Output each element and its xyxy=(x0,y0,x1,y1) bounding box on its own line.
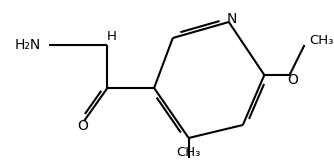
Text: O: O xyxy=(287,73,298,87)
Text: CH₃: CH₃ xyxy=(176,146,201,158)
Text: H: H xyxy=(107,30,117,44)
Text: O: O xyxy=(77,119,88,133)
Text: N: N xyxy=(226,12,237,26)
Text: H₂N: H₂N xyxy=(15,38,41,52)
Text: CH₃: CH₃ xyxy=(309,34,334,46)
